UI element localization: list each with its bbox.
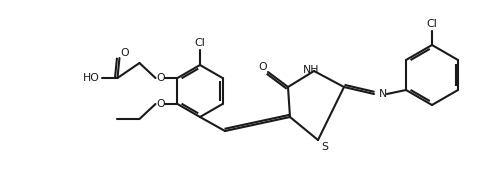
- Text: Cl: Cl: [426, 19, 436, 29]
- Text: S: S: [321, 142, 328, 152]
- Text: O: O: [258, 62, 267, 72]
- Text: N: N: [378, 89, 386, 99]
- Text: NH: NH: [302, 65, 319, 75]
- Text: O: O: [120, 48, 129, 58]
- Text: HO: HO: [83, 73, 100, 83]
- Text: O: O: [156, 99, 164, 109]
- Text: O: O: [156, 73, 164, 83]
- Text: Cl: Cl: [194, 38, 205, 48]
